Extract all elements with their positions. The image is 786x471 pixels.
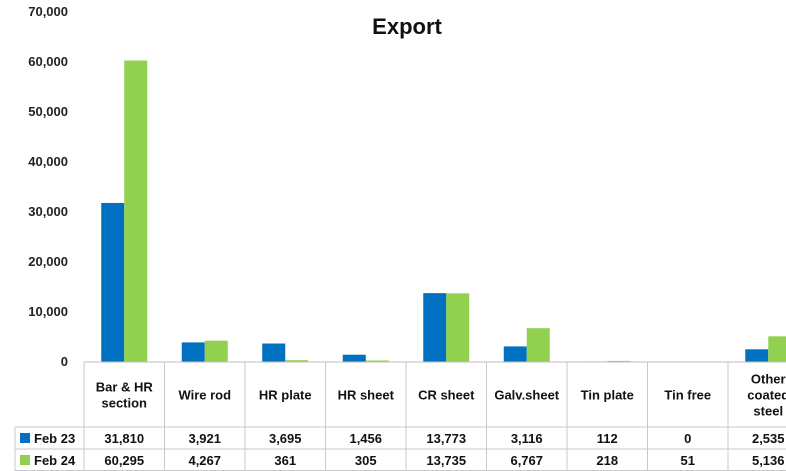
table-cell-value: 2,535	[752, 431, 785, 446]
bar	[768, 336, 786, 362]
category-label: Bar & HR	[96, 380, 154, 395]
table-cell-value: 5,136	[752, 453, 785, 468]
category-label: Tin plate	[581, 388, 634, 403]
bar	[526, 328, 550, 362]
category-label: coated	[747, 388, 786, 403]
category-label: CR sheet	[418, 388, 475, 403]
category-label: section	[101, 396, 147, 411]
table-cell-value: 218	[596, 453, 618, 468]
bars	[84, 60, 786, 363]
table-cell-value: 0	[684, 431, 691, 446]
table-cell-value: 51	[681, 453, 695, 468]
table-cell-value: 3,921	[188, 431, 221, 446]
legend-label: Feb 23	[34, 431, 75, 446]
bar	[342, 354, 366, 362]
bar	[745, 349, 769, 362]
y-tick-label: 60,000	[28, 54, 68, 69]
table-cell-value: 1,456	[349, 431, 382, 446]
bar	[181, 342, 205, 362]
table-cell-value: 6,767	[510, 453, 543, 468]
category-label: HR plate	[259, 388, 312, 403]
legend-label: Feb 24	[34, 453, 76, 468]
y-tick-label: 0	[61, 354, 68, 369]
table-cell-value: 13,773	[426, 431, 466, 446]
y-tick-label: 10,000	[28, 304, 68, 319]
legend-swatch	[20, 455, 30, 465]
y-tick-label: 30,000	[28, 204, 68, 219]
category-label: steel	[753, 404, 783, 419]
category-label: Wire rod	[178, 388, 231, 403]
bar	[101, 202, 125, 362]
table-cell-value: 60,295	[104, 453, 144, 468]
category-label: Tin free	[664, 388, 711, 403]
y-axis: 0 10,000 20,000 30,000 40,000 50,000 60,000 70,…	[28, 4, 68, 369]
bar	[503, 346, 527, 362]
bar	[204, 340, 228, 362]
bar	[124, 60, 148, 363]
table-cell-value: 4,267	[188, 453, 221, 468]
y-tick-label: 70,000	[28, 4, 68, 19]
bar	[365, 360, 389, 362]
y-tick-label: 50,000	[28, 104, 68, 119]
bar	[262, 343, 286, 362]
table-cell-value: 361	[274, 453, 296, 468]
category-label: Galv.sheet	[494, 388, 559, 403]
bar	[423, 293, 447, 362]
bar	[446, 293, 470, 362]
table-cell-value: 3,695	[269, 431, 302, 446]
table-cell-value: 112	[597, 431, 618, 446]
chart-title: Export	[372, 14, 442, 39]
y-tick-label: 20,000	[28, 254, 68, 269]
y-tick-label: 40,000	[28, 154, 68, 169]
bar	[607, 360, 631, 362]
table-cell-value: 31,810	[104, 431, 144, 446]
table-cell-value: 3,116	[511, 431, 543, 446]
table-cell-value: 13,735	[426, 453, 466, 468]
category-label: Other	[751, 372, 786, 387]
category-label: HR sheet	[338, 388, 395, 403]
bar	[285, 360, 309, 362]
legend-swatch	[20, 433, 30, 443]
table-cell-value: 305	[355, 453, 377, 468]
